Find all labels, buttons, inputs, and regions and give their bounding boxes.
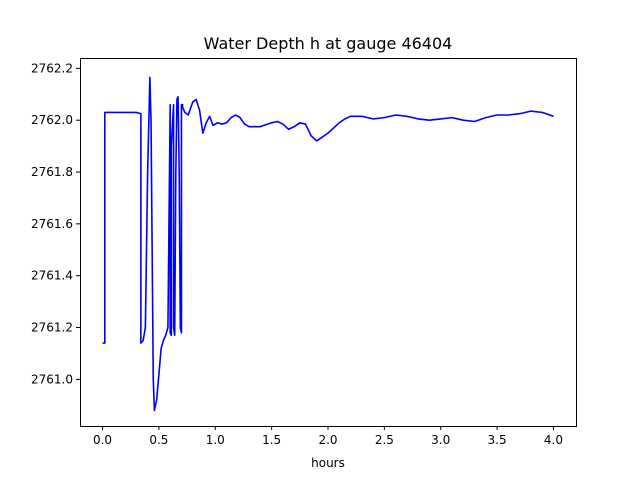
y-tick-label: 2762.2 [31, 61, 73, 75]
x-tick-label: 3.0 [431, 433, 450, 447]
x-tick-label: 3.5 [488, 433, 507, 447]
y-axis: 2761.0 2761.2 2761.4 2761.6 2761.8 2762.0 2762… [31, 61, 80, 386]
y-tick-label: 2761.8 [31, 165, 73, 179]
x-axis-label: hours [311, 456, 345, 470]
chart-title: Water Depth h at gauge 46404 [204, 34, 453, 53]
y-tick-label: 2761.4 [31, 269, 73, 283]
plot-area [102, 76, 554, 412]
y-tick-label: 2761.2 [31, 321, 73, 335]
x-tick-label: 1.0 [206, 433, 225, 447]
y-tick-label: 2761.0 [31, 372, 73, 386]
series-line [102, 76, 554, 412]
y-tick-label: 2762.0 [31, 113, 73, 127]
x-tick-label: 1.5 [262, 433, 281, 447]
x-tick-label: 4.0 [544, 433, 563, 447]
x-tick-label: 0.0 [93, 433, 112, 447]
x-tick-label: 2.5 [375, 433, 394, 447]
x-tick-label: 0.5 [149, 433, 168, 447]
x-axis: 0.0 0.5 1.0 1.5 2.0 2.5 3.0 3.5 4.0 [93, 426, 563, 447]
x-tick-label: 2.0 [318, 433, 337, 447]
plot-frame [80, 58, 577, 427]
y-tick-label: 2761.6 [31, 217, 73, 231]
